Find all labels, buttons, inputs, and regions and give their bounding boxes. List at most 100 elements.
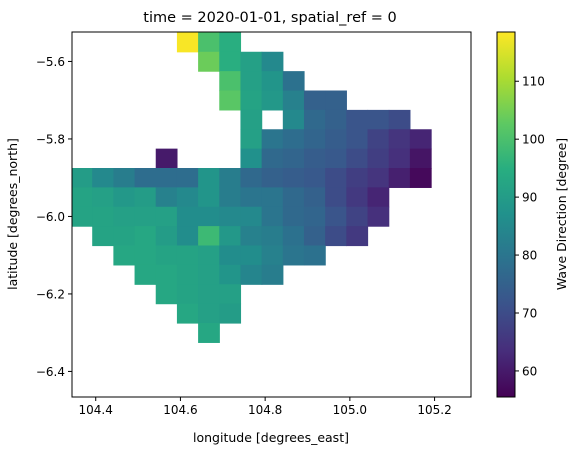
heatmap-cell bbox=[72, 187, 93, 208]
heatmap-cell bbox=[198, 226, 220, 247]
colorbar-label: Wave Direction [degree] bbox=[554, 138, 569, 290]
heatmap-cell bbox=[198, 168, 220, 188]
heatmap-cell bbox=[134, 168, 157, 188]
y-axis-ticks: −5.6 −5.8 −6.0 −6.2 −6.4 bbox=[36, 55, 72, 379]
heatmap-cell bbox=[219, 32, 242, 53]
heatmap-cell bbox=[198, 32, 220, 53]
heatmap-cell bbox=[240, 109, 263, 130]
heatmap-cell bbox=[219, 303, 242, 324]
heatmap-cell bbox=[346, 129, 369, 150]
heatmap-cell bbox=[198, 264, 220, 285]
heatmap-cell bbox=[198, 284, 220, 305]
heatmap-cell bbox=[282, 109, 305, 130]
heatmap-cell bbox=[219, 264, 242, 285]
heatmap-cell bbox=[325, 206, 347, 227]
heatmap-cell bbox=[113, 226, 136, 247]
heatmap-cell bbox=[261, 71, 284, 92]
heatmap-cell bbox=[282, 71, 305, 92]
heatmap-cell bbox=[176, 264, 199, 285]
heatmap-cell bbox=[198, 322, 220, 343]
heatmap-cell bbox=[303, 187, 326, 208]
heatmap-cell bbox=[176, 245, 199, 266]
heatmap-cell bbox=[176, 187, 199, 208]
x-axis-label: longitude [degrees_east] bbox=[193, 430, 349, 445]
heatmap-cell bbox=[240, 264, 263, 285]
heatmap-cell bbox=[303, 109, 326, 130]
heatmap-cell bbox=[134, 187, 157, 208]
heatmap-cell bbox=[176, 226, 199, 247]
colorbar-tick-label: 70 bbox=[522, 306, 537, 320]
heatmap-cell bbox=[282, 245, 305, 266]
heatmap-cell bbox=[155, 187, 178, 208]
heatmap-cell bbox=[303, 168, 326, 188]
heatmap-cell bbox=[409, 129, 432, 150]
heatmap-cell bbox=[346, 187, 369, 208]
heatmap-cell bbox=[346, 206, 369, 227]
heatmap-cell bbox=[219, 71, 242, 92]
heatmap-cell bbox=[176, 206, 199, 227]
heatmap-cell bbox=[113, 187, 136, 208]
heatmap-cell bbox=[240, 129, 263, 150]
heatmap-cell bbox=[388, 148, 411, 169]
x-tick-label: 105.0 bbox=[333, 403, 367, 417]
heatmap-cell bbox=[325, 148, 347, 169]
heatmap-cell bbox=[219, 226, 242, 247]
heatmap-cell bbox=[409, 168, 432, 188]
heatmap-cell bbox=[261, 245, 284, 266]
heatmap-cell bbox=[198, 303, 220, 324]
heatmap-cell bbox=[325, 109, 347, 130]
heatmap-cell bbox=[303, 226, 326, 247]
heatmap-cell bbox=[282, 226, 305, 247]
y-tick-label: −6.4 bbox=[36, 365, 65, 379]
heatmap-cell bbox=[219, 51, 242, 72]
heatmap-cell bbox=[72, 168, 93, 188]
heatmap-cell bbox=[92, 168, 114, 188]
heatmap-cell bbox=[303, 206, 326, 227]
heatmap-cell bbox=[367, 148, 390, 169]
heatmap-cell bbox=[261, 264, 284, 285]
heatmap-cell bbox=[198, 51, 220, 72]
heatmap-cell bbox=[176, 168, 199, 188]
y-tick-label: −5.6 bbox=[36, 55, 65, 69]
heatmap-cell bbox=[155, 148, 178, 169]
heatmap-cell bbox=[346, 226, 369, 247]
heatmap-cell bbox=[388, 109, 411, 130]
colorbar-tick-label: 90 bbox=[522, 191, 537, 205]
heatmap-cell bbox=[367, 206, 390, 227]
x-tick-label: 104.6 bbox=[163, 403, 197, 417]
heatmap-cell bbox=[282, 168, 305, 188]
heatmap-cell bbox=[282, 129, 305, 150]
heatmap-cell bbox=[325, 129, 347, 150]
heatmap-cell bbox=[92, 206, 114, 227]
heatmap-cell bbox=[367, 129, 390, 150]
heatmap-cell bbox=[240, 187, 263, 208]
chart-title: time = 2020-01-01, spatial_ref = 0 bbox=[143, 10, 396, 26]
x-tick-label: 104.8 bbox=[248, 403, 282, 417]
heatmap-cell bbox=[134, 264, 157, 285]
heatmap-cell bbox=[367, 187, 390, 208]
heatmap-cell bbox=[92, 187, 114, 208]
heatmap-cell bbox=[388, 168, 411, 188]
heatmap-cell bbox=[176, 303, 199, 324]
heatmap-cell bbox=[176, 284, 199, 305]
heatmap-cell bbox=[346, 148, 369, 169]
heatmap-cell bbox=[303, 90, 326, 111]
heatmap-cell bbox=[303, 245, 326, 266]
heatmap-cell bbox=[113, 168, 136, 188]
heatmap-cell bbox=[198, 245, 220, 266]
colorbar-tick-label: 100 bbox=[522, 133, 545, 147]
plot-frame bbox=[71, 31, 472, 398]
heatmap-cell bbox=[367, 168, 390, 188]
y-tick-label: −6.0 bbox=[36, 210, 65, 224]
heatmap-cell bbox=[155, 284, 178, 305]
heatmap-cell bbox=[92, 226, 114, 247]
heatmap-cell bbox=[219, 284, 242, 305]
heatmap-cell bbox=[261, 187, 284, 208]
heatmap-cell bbox=[240, 51, 263, 72]
heatmap-cell bbox=[155, 226, 178, 247]
heatmap-cell bbox=[198, 206, 220, 227]
heatmap-cell bbox=[282, 187, 305, 208]
colorbar-ticks: 60 70 80 90 100 110 bbox=[515, 75, 545, 378]
heatmap-cell bbox=[155, 168, 178, 188]
colorbar-tick-label: 110 bbox=[522, 75, 545, 89]
